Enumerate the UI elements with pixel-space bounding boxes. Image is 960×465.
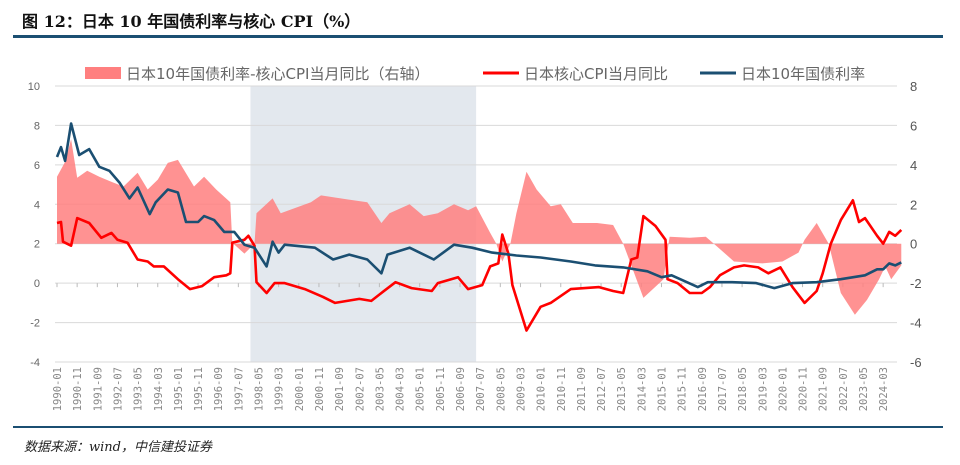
x-tick-label: 1994-03 bbox=[153, 367, 165, 411]
x-tick-label: 2010-01 bbox=[536, 367, 548, 411]
legend-label: 日本核心CPI当月同比 bbox=[524, 65, 668, 83]
x-tick-label: 2015-11 bbox=[677, 367, 689, 411]
legend-label: 日本10年国债利率-核心CPI当月同比（右轴） bbox=[126, 65, 429, 83]
y-right-tick-label: -6 bbox=[910, 355, 922, 370]
x-tick-label: 2024-03 bbox=[878, 367, 890, 411]
x-tick-label: 2019-03 bbox=[757, 367, 769, 411]
x-tick-label: 1991-09 bbox=[92, 367, 104, 411]
y-right-tick-label: 0 bbox=[910, 237, 917, 252]
y-left-tick-label: -4 bbox=[30, 357, 40, 369]
x-tick-label: 2015-01 bbox=[657, 367, 669, 411]
x-tick-label: 1999-03 bbox=[274, 367, 286, 411]
y-right-tick-label: 8 bbox=[910, 79, 917, 94]
y-left-tick-label: 6 bbox=[34, 160, 40, 172]
x-tick-label: 2012-07 bbox=[596, 367, 608, 411]
y-left-tick-label: 4 bbox=[34, 199, 40, 211]
x-tick-label: 1990-11 bbox=[72, 367, 84, 411]
x-tick-label: 2008-05 bbox=[495, 367, 507, 411]
y-left-tick-label: 0 bbox=[34, 278, 40, 290]
x-tick-label: 2020-11 bbox=[798, 367, 810, 411]
x-tick-label: 2023-05 bbox=[858, 367, 870, 411]
x-tick-label: 2007-07 bbox=[475, 367, 487, 411]
x-tick-label: 2006-09 bbox=[455, 367, 467, 411]
y-right-tick-label: 6 bbox=[910, 118, 917, 133]
x-tick-label: 2002-07 bbox=[354, 367, 366, 411]
y-left-tick-label: 8 bbox=[34, 120, 40, 132]
x-tick-label: 2021-09 bbox=[818, 367, 830, 411]
x-tick-label: 2009-03 bbox=[515, 367, 527, 411]
legend-swatch-spread bbox=[85, 67, 121, 79]
y-right-tick-label: -4 bbox=[910, 316, 922, 331]
x-tick-label: 2018-05 bbox=[737, 367, 749, 411]
x-tick-label: 1996-09 bbox=[213, 367, 225, 411]
x-tick-label: 1997-07 bbox=[233, 367, 245, 411]
x-tick-label: 2013-05 bbox=[616, 367, 628, 411]
x-tick-label: 2004-03 bbox=[395, 367, 407, 411]
chart-title: 图 12：日本 10 年国债利率与核心 CPI（%） bbox=[22, 12, 361, 31]
y-left-tick-label: 2 bbox=[34, 239, 40, 251]
spread-area bbox=[57, 139, 902, 315]
x-tick-label: 1992-07 bbox=[112, 367, 124, 411]
x-tick-label: 2000-11 bbox=[314, 367, 326, 411]
x-tick-label: 2022-07 bbox=[838, 367, 850, 411]
x-tick-label: 1998-05 bbox=[254, 367, 266, 411]
x-tick-label: 1993-05 bbox=[133, 367, 145, 411]
source-note: 数据来源：wind，中信建投证券 bbox=[24, 440, 212, 455]
x-tick-label: 2003-05 bbox=[374, 367, 386, 411]
x-tick-label: 2014-03 bbox=[636, 367, 648, 411]
y-right-tick-label: -2 bbox=[910, 276, 922, 291]
x-tick-label: 1995-01 bbox=[173, 367, 185, 411]
x-tick-label: 1990-01 bbox=[52, 367, 64, 411]
y-left-tick-label: -2 bbox=[30, 318, 40, 330]
y-right-tick-label: 2 bbox=[910, 197, 917, 212]
core-cpi-line bbox=[56, 199, 903, 332]
x-tick-label: 2000-01 bbox=[294, 367, 306, 411]
x-tick-label: 2020-01 bbox=[777, 367, 789, 411]
jgb-10y-line bbox=[55, 122, 902, 290]
footer-divider bbox=[13, 426, 943, 428]
x-tick-label: 2005-01 bbox=[415, 367, 427, 411]
y-left-tick-label: 10 bbox=[28, 81, 40, 93]
x-tick-label: 1995-11 bbox=[193, 367, 205, 411]
x-tick-label: 2010-11 bbox=[556, 367, 568, 411]
title-divider bbox=[13, 35, 943, 38]
x-tick-label: 2005-11 bbox=[435, 367, 447, 411]
legend-label: 日本10年国债利率 bbox=[741, 65, 865, 83]
x-tick-label: 2017-07 bbox=[717, 367, 729, 411]
x-tick-label: 2011-09 bbox=[576, 367, 588, 411]
x-tick-label: 2001-09 bbox=[334, 367, 346, 411]
x-tick-label: 2016-09 bbox=[697, 367, 709, 411]
y-right-tick-label: 4 bbox=[910, 158, 917, 173]
